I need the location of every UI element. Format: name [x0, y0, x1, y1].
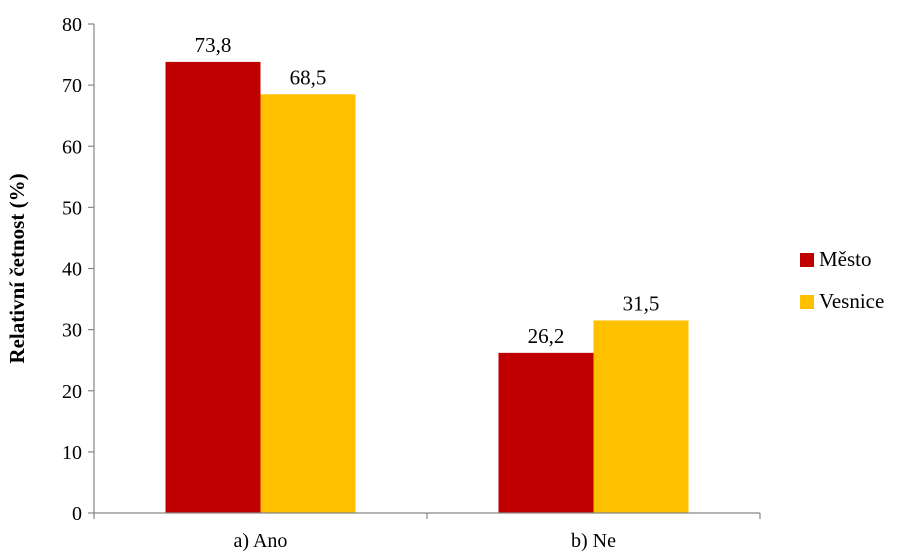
y-axis-title: Relativní četnost (%): [5, 173, 29, 363]
y-tick-label: 30: [62, 320, 82, 342]
legend-swatch-vesnice: [800, 295, 814, 309]
value-labels: 73,8 68,5 26,2 31,5: [195, 33, 660, 348]
x-tick-label: b) Ne: [571, 530, 616, 552]
y-tick-label: 60: [62, 136, 82, 158]
y-axis-ticks: 0 10 20 30 40 50 60 70 80: [62, 14, 94, 525]
bars: [165, 61, 689, 514]
data-label: 73,8: [195, 33, 232, 57]
bar-vesnice-2: [593, 320, 689, 513]
y-tick-label: 20: [62, 381, 82, 403]
y-tick-label: 80: [62, 14, 82, 36]
data-label: 68,5: [290, 65, 327, 89]
y-tick-label: 40: [62, 259, 82, 281]
data-label: 31,5: [623, 291, 660, 315]
legend-swatch-mesto: [800, 253, 814, 267]
y-tick-label: 50: [62, 197, 82, 219]
bar-mesto-1: [165, 61, 261, 514]
x-tick-label: a) Ano: [234, 530, 288, 552]
y-tick-label: 0: [72, 503, 82, 525]
legend: Město Vesnice: [800, 247, 884, 313]
y-tick-label: 10: [62, 442, 82, 464]
legend-label-vesnice: Vesnice: [819, 289, 884, 313]
bar-vesnice-1: [260, 94, 356, 513]
data-label: 26,2: [528, 324, 565, 348]
x-axis-ticks: a) Ano b) Ne: [93, 513, 761, 552]
y-tick-label: 70: [62, 75, 82, 97]
bar-mesto-2: [498, 352, 594, 513]
legend-label-mesto: Město: [819, 247, 872, 271]
